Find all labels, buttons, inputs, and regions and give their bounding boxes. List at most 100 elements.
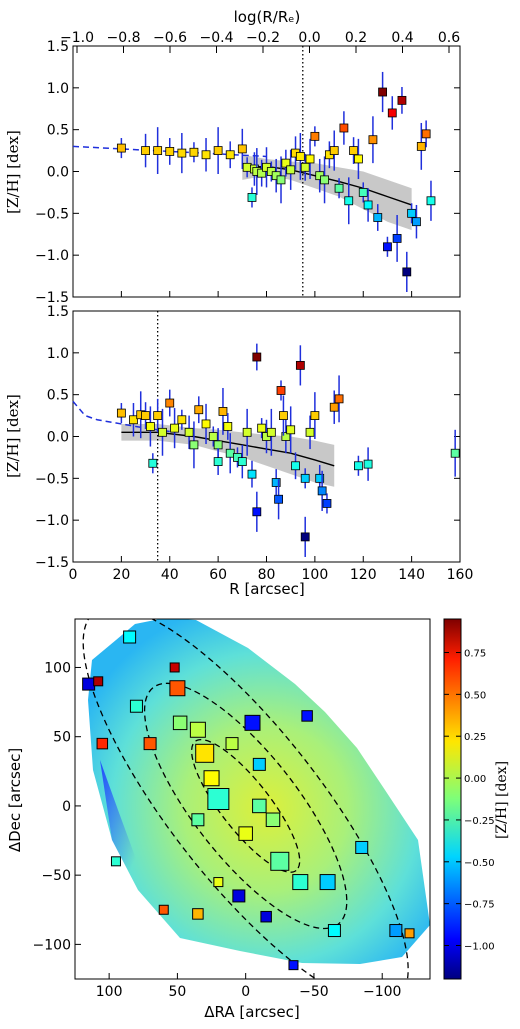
data-point [189, 147, 199, 157]
data-point [201, 150, 211, 160]
y-tick-label: −100 [33, 937, 71, 953]
map-square [123, 630, 137, 644]
colorbar [443, 618, 462, 980]
top-tick-label: 0.0 [298, 30, 320, 46]
map-square [82, 677, 96, 691]
data-point [145, 422, 155, 431]
data-point [141, 411, 150, 420]
data-point [189, 440, 199, 450]
data-point [281, 158, 291, 168]
data-point [247, 193, 257, 202]
map-square [191, 813, 205, 827]
map-square [93, 676, 104, 687]
data-point [225, 150, 235, 160]
map-square [319, 874, 336, 891]
data-point [291, 461, 300, 471]
top-tick-label: 0.4 [391, 30, 413, 46]
top-tick-label: −0.2 [246, 30, 280, 46]
data-point [208, 432, 218, 441]
data-point [329, 402, 339, 412]
data-point [153, 411, 163, 420]
x-tick-label: 100 [302, 567, 329, 583]
map-square [270, 851, 290, 871]
data-point [334, 394, 344, 404]
data-point [165, 398, 175, 408]
data-point [274, 494, 283, 504]
data-point [412, 217, 421, 227]
data-point [450, 448, 460, 458]
data-point [257, 423, 267, 433]
data-point [363, 200, 373, 210]
y-tick-label: 0.0 [47, 165, 69, 181]
y-tick-label: −1.0 [35, 248, 69, 264]
data-point [170, 423, 179, 433]
map-square [288, 960, 299, 971]
panel-middle-x-ticks: 0 20 40 60 80 100 120 140 160 [69, 291, 474, 583]
data-point [322, 499, 332, 508]
colorbar-ticks: −1.00 −0.75 −0.50 −0.25 0.00 0.25 0.50 0.75 [444, 648, 495, 953]
map-square [389, 924, 403, 938]
data-point [286, 425, 296, 435]
map-square [158, 904, 169, 915]
x-tick-label: 160 [447, 567, 474, 583]
colorbar-tick-label: −0.25 [464, 816, 495, 827]
map-square [169, 662, 180, 673]
data-point [349, 146, 358, 155]
data-point [201, 419, 211, 429]
panel-middle-metallicity-profile: 0 20 40 60 80 100 120 140 160 −1.5 −1.0 −0.5 0.0 0.5… [4, 291, 473, 598]
data-point [416, 141, 426, 151]
map-square [301, 710, 313, 722]
data-point [426, 196, 436, 206]
y-tick-label: −1.5 [35, 555, 69, 571]
data-point [252, 352, 262, 362]
data-point [218, 406, 228, 416]
x-tick-label: 0 [69, 567, 78, 583]
data-point [213, 440, 223, 450]
y-tick-label: 1.0 [47, 346, 69, 362]
data-point [116, 408, 126, 418]
map-square [169, 680, 186, 697]
map-square [213, 877, 224, 888]
data-point [310, 131, 320, 141]
data-point [329, 146, 339, 155]
panel-middle-y-ticks: −1.5 −1.0 −0.5 0.0 0.5 1.0 1.5 [35, 304, 460, 571]
confidence-band-area [242, 154, 412, 231]
map-square [195, 743, 215, 763]
data-point [354, 154, 363, 164]
map-square [238, 826, 253, 841]
x-tick-label: −100 [363, 984, 401, 1000]
panel-bottom-y-ticks: −100 −50 0 50 100 [33, 660, 81, 953]
data-point [300, 162, 310, 172]
data-point [363, 459, 373, 469]
panel-top-y-ticks: −1.5 −1.0 −0.5 0.0 0.5 1.0 1.5 [35, 39, 460, 306]
data-point [310, 411, 320, 420]
data-point [378, 87, 388, 97]
x-tick-label: 20 [112, 567, 130, 583]
data-point [392, 234, 402, 243]
top-tick-label: −0.6 [153, 30, 187, 46]
data-point [177, 415, 187, 425]
data-point [305, 154, 315, 164]
data-point [354, 461, 363, 471]
panel-top-confidence-band [242, 154, 412, 231]
top-tick-label: −0.8 [107, 30, 141, 46]
panel-bottom-ylabel: ΔDec [arcsec] [6, 748, 24, 852]
y-tick-label: −1.5 [35, 290, 69, 306]
isophote-ellipse [190, 738, 301, 873]
panel-top-log-axis-ticks: −1.0 −0.8 −0.6 −0.4 −0.2 0.0 0.2 0.4 0.6 [60, 30, 460, 53]
data-point [358, 188, 368, 197]
colorbar-tick-label: 0.25 [464, 732, 486, 743]
map-square [327, 924, 341, 938]
map-square [265, 812, 281, 828]
top-tick-label: −1.0 [60, 30, 94, 46]
data-point [252, 507, 262, 517]
x-tick-label: 120 [350, 567, 377, 583]
data-point [225, 448, 235, 458]
panel-bottom-metallicity-map: 100 50 0 −50 −100 −100 −50 0 50 100 ΔDec [arcsec… [6, 618, 510, 1021]
panel-top-metallicity-profile: log(R/Rₑ) −1.0 −0.8 −0.6 −0.4 −0.2 0.0 0.2 0.4 0… [4, 8, 461, 306]
data-point [266, 427, 276, 437]
data-point [271, 478, 281, 487]
metallicity-map-field [88, 619, 430, 964]
data-point [194, 405, 204, 415]
